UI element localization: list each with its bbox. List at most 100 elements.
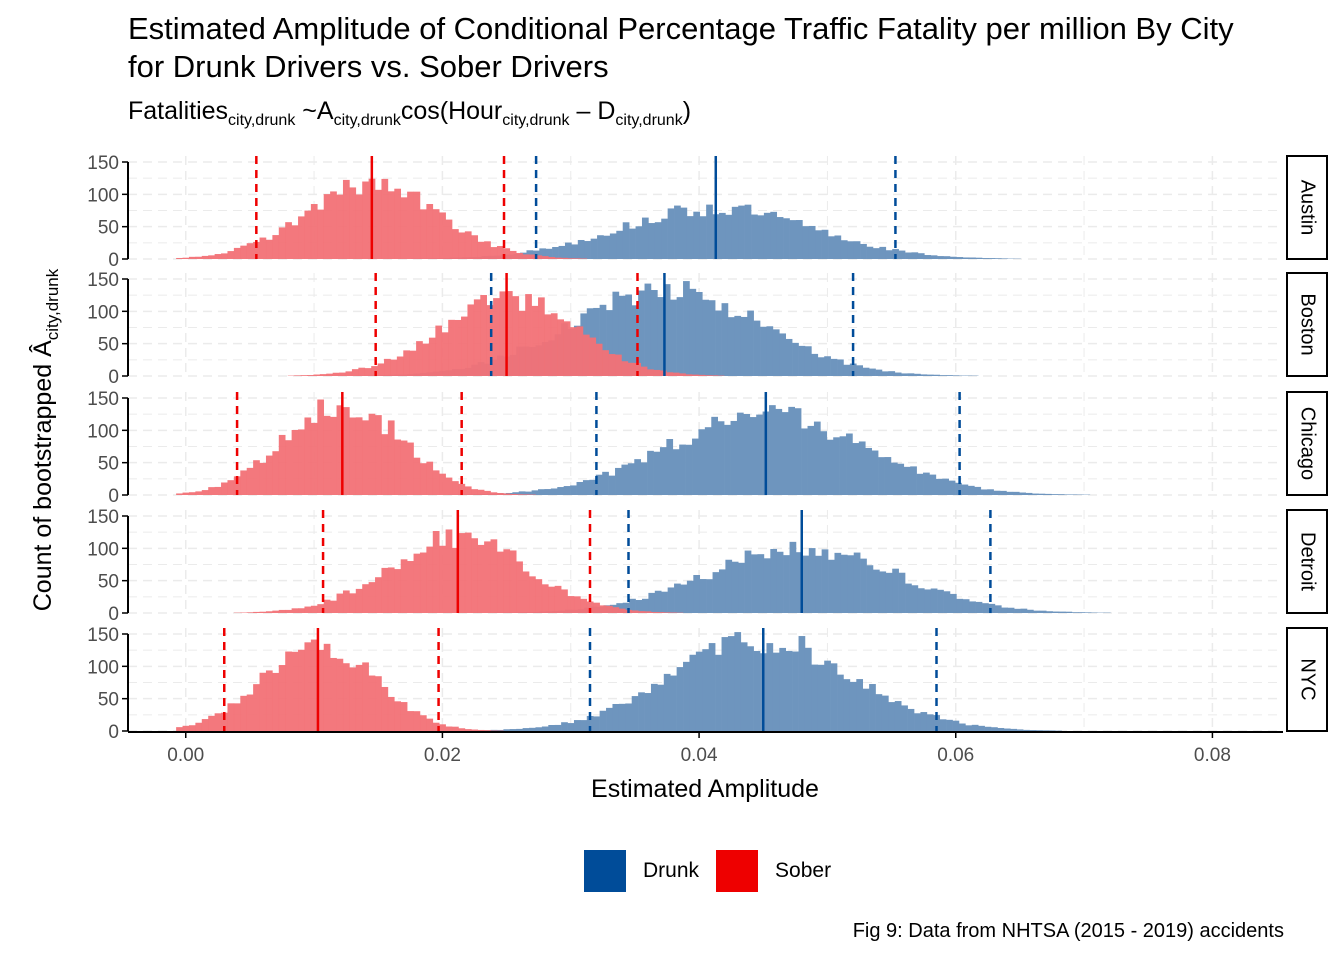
histogram-bar-sober	[285, 651, 292, 731]
x-axis-label: Estimated Amplitude	[591, 775, 819, 803]
histogram-bar-drunk	[830, 358, 838, 376]
x-tick-label: 0.02	[424, 745, 461, 766]
histogram-bar-drunk	[535, 727, 543, 731]
histogram-bar-sober	[499, 291, 507, 376]
histogram-bar-drunk	[571, 244, 579, 259]
histogram-bar-drunk	[988, 258, 996, 259]
histogram-sober	[287, 291, 725, 376]
histogram-bar-drunk	[779, 333, 787, 376]
subtitle-a-subscript: city,drunk	[333, 112, 401, 129]
facet-panel-chicago: 0 50 100 150 Chicago	[87, 389, 1328, 507]
histogram-bar-drunk	[772, 652, 780, 731]
y-tick-label: 150	[87, 270, 119, 291]
histogram-bar-sober	[541, 584, 549, 613]
histogram-bar-sober	[298, 608, 305, 613]
histogram-bar-sober	[477, 729, 485, 731]
histogram-bar-sober	[576, 326, 584, 376]
histogram-bar-drunk	[751, 214, 758, 259]
histogram-bar-sober	[355, 417, 363, 495]
histogram-bar-sober	[493, 298, 500, 376]
histogram-bar-drunk	[935, 478, 943, 495]
histogram-bar-sober	[176, 257, 183, 259]
histogram-bar-sober	[300, 375, 308, 376]
histogram-bar-drunk	[965, 725, 973, 731]
histogram-bar-drunk	[828, 236, 835, 259]
histogram-bar-sober	[176, 727, 183, 731]
facet-strip-label: Austin	[1297, 180, 1319, 236]
histogram-bar-sober	[317, 604, 325, 613]
histogram-bar-drunk	[738, 562, 745, 613]
histogram-bar-sober	[644, 611, 652, 613]
histogram-bar-sober	[400, 440, 408, 495]
histogram-bar-sober	[377, 363, 385, 376]
histogram-bar-drunk	[1039, 610, 1047, 613]
histogram-bar-drunk	[802, 555, 810, 613]
histogram-bar-drunk	[676, 667, 684, 731]
histogram-bar-drunk	[593, 716, 600, 731]
histogram-bar-drunk	[920, 374, 928, 376]
histogram-bar-drunk	[1065, 611, 1073, 613]
histogram-bar-drunk	[949, 593, 957, 613]
histogram-bar-sober	[253, 611, 260, 613]
histogram-bar-sober	[330, 657, 337, 731]
histogram-bar-sober	[345, 371, 353, 376]
histogram-bar-sober	[464, 486, 472, 495]
histogram-bar-drunk	[1025, 492, 1033, 495]
histogram-bar-drunk	[890, 462, 898, 495]
histogram-bar-drunk	[1042, 730, 1050, 731]
histogram-bar-drunk	[821, 229, 829, 259]
histogram-bar-sober	[496, 493, 504, 495]
histogram-bar-sober	[336, 658, 344, 731]
histogram-bar-drunk	[849, 363, 857, 376]
y-tick-label: 100	[87, 302, 119, 323]
histogram-bar-drunk	[608, 475, 616, 495]
histogram-bar-drunk	[635, 600, 643, 613]
histogram-bar-drunk	[736, 412, 744, 495]
histogram-bar-sober	[419, 209, 427, 259]
histogram-bar-drunk	[926, 374, 934, 376]
histogram-bar-sober	[531, 305, 539, 376]
histogram-bar-sober	[253, 241, 260, 259]
histogram-bar-sober	[188, 256, 196, 259]
histogram-bar-drunk	[769, 405, 776, 495]
histogram-bar-drunk	[589, 479, 597, 495]
histogram-bar-sober	[307, 375, 314, 376]
histogram-bar-drunk	[725, 214, 733, 259]
y-tick-label: 100	[87, 657, 119, 678]
histogram-bar-drunk	[602, 471, 609, 495]
histogram-bar-sober	[432, 209, 440, 259]
histogram-bar-drunk	[573, 720, 581, 731]
histogram-bar-sober	[484, 241, 491, 259]
histogram-bar-sober	[330, 191, 337, 259]
histogram-bar-drunk	[1001, 258, 1009, 259]
histogram-bar-drunk	[650, 683, 658, 731]
histogram-bar-drunk	[576, 481, 584, 495]
histogram-bar-sober	[336, 194, 344, 259]
histogram-bar-drunk	[766, 643, 774, 731]
histogram-bar-sober	[419, 715, 427, 731]
histogram-bar-drunk	[657, 297, 665, 376]
histogram-bar-sober	[439, 545, 446, 613]
histogram-bar-drunk	[702, 299, 710, 376]
histogram-bar-sober	[599, 605, 607, 613]
histogram-bar-drunk	[692, 438, 699, 495]
histogram-bar-sober	[538, 297, 545, 376]
histogram-bar-sober	[419, 463, 427, 495]
x-tick-label: 0.06	[937, 745, 974, 766]
histogram-bar-drunk	[917, 253, 925, 259]
histogram-bar-sober	[240, 695, 248, 731]
histogram-bar-sober	[387, 191, 395, 259]
histogram-bar-drunk	[634, 459, 641, 495]
y-tick-label: 150	[87, 507, 119, 528]
histogram-bar-drunk	[846, 433, 853, 495]
histogram-bar-sober	[278, 227, 286, 259]
histogram-bar-drunk	[708, 643, 716, 731]
histogram-bar-drunk	[980, 489, 988, 495]
facet-strip-chicago	[1286, 391, 1328, 496]
histogram-bar-sober	[342, 179, 350, 259]
histogram-bar-drunk	[984, 726, 992, 731]
histogram-bar-drunk	[785, 338, 793, 376]
histogram-bar-drunk	[672, 449, 680, 495]
histogram-bar-sober	[452, 481, 459, 495]
histogram-bar-drunk	[715, 310, 722, 376]
